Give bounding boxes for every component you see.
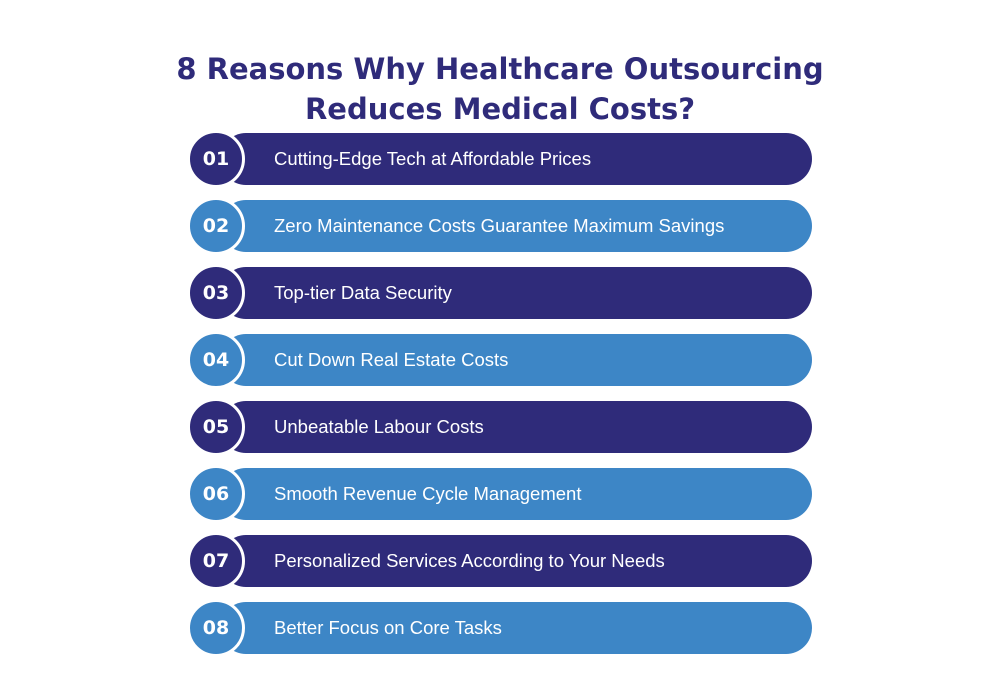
list-item: 06 Smooth Revenue Cycle Management — [187, 465, 812, 523]
item-label: Smooth Revenue Cycle Management — [220, 468, 812, 520]
item-label: Cut Down Real Estate Costs — [220, 334, 812, 386]
list-item: 01 Cutting-Edge Tech at Affordable Price… — [187, 130, 812, 188]
title-line-2: Reduces Medical Costs? — [304, 92, 696, 127]
list-item: 08 Better Focus on Core Tasks — [187, 599, 812, 657]
item-label: Cutting-Edge Tech at Affordable Prices — [220, 133, 812, 185]
number-badge: 04 — [187, 331, 245, 389]
number-badge: 06 — [187, 465, 245, 523]
list-item: 07 Personalized Services According to Yo… — [187, 532, 812, 590]
item-label: Unbeatable Labour Costs — [220, 401, 812, 453]
list-item: 02 Zero Maintenance Costs Guarantee Maxi… — [187, 197, 812, 255]
reasons-list: 01 Cutting-Edge Tech at Affordable Price… — [187, 130, 812, 669]
number-badge: 03 — [187, 264, 245, 322]
list-item: 05 Unbeatable Labour Costs — [187, 398, 812, 456]
number-badge: 07 — [187, 532, 245, 590]
list-item: 04 Cut Down Real Estate Costs — [187, 331, 812, 389]
item-label: Zero Maintenance Costs Guarantee Maximum… — [220, 200, 812, 252]
number-badge: 05 — [187, 398, 245, 456]
item-label: Top-tier Data Security — [220, 267, 812, 319]
page-title: 8 Reasons Why Healthcare Outsourcing Red… — [0, 49, 1000, 129]
item-label: Personalized Services According to Your … — [220, 535, 812, 587]
list-item: 03 Top-tier Data Security — [187, 264, 812, 322]
number-badge: 01 — [187, 130, 245, 188]
number-badge: 02 — [187, 197, 245, 255]
number-badge: 08 — [187, 599, 245, 657]
item-label: Better Focus on Core Tasks — [220, 602, 812, 654]
title-line-1: 8 Reasons Why Healthcare Outsourcing — [176, 52, 824, 87]
